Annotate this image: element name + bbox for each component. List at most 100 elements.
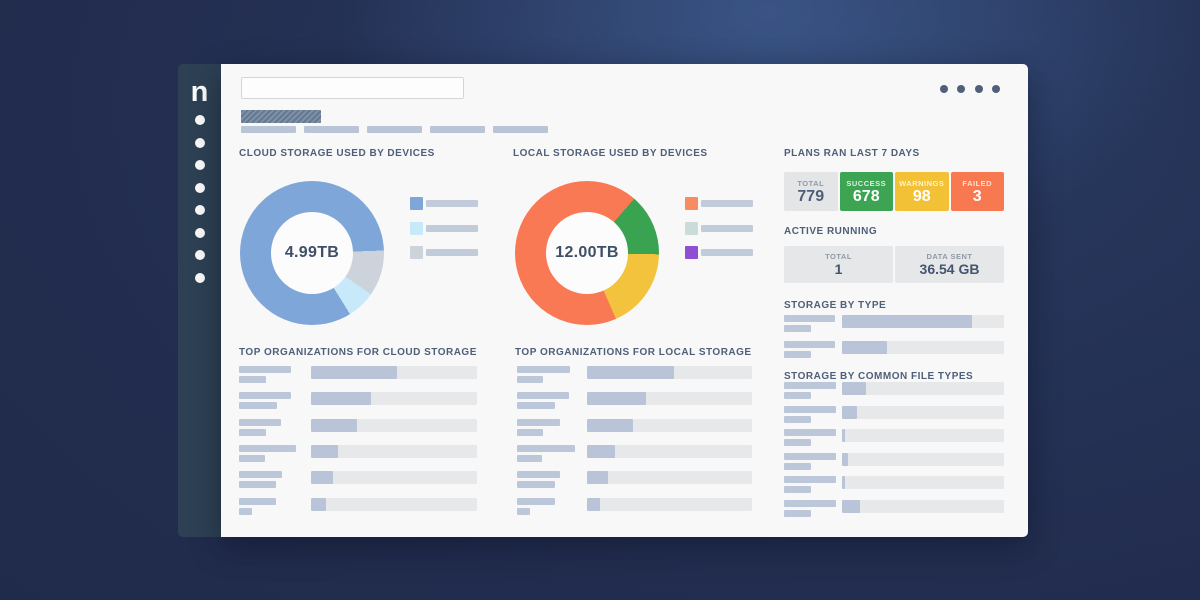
bar-row-4 xyxy=(239,444,477,464)
tab-5[interactable] xyxy=(493,126,548,133)
plans-stat-warnings[interactable]: WARNINGS 98 xyxy=(895,172,949,211)
bar-track xyxy=(587,418,752,432)
sidebar-nav-dot-7[interactable] xyxy=(194,250,205,260)
legend-label-placeholder xyxy=(701,224,753,232)
plans-stat-success[interactable]: SUCCESS 678 xyxy=(839,172,893,211)
legend-label-placeholder xyxy=(701,249,753,256)
sidebar: n xyxy=(178,64,221,537)
bar-track xyxy=(587,497,752,511)
data-sent-label: DATA SENT xyxy=(926,252,973,261)
legend-swatch-1 xyxy=(410,197,423,210)
bar-fill xyxy=(311,392,371,406)
bar-fill xyxy=(311,497,326,511)
tab-2[interactable] xyxy=(304,126,359,133)
row-sublabel-placeholder xyxy=(784,439,811,446)
menu-dot-1[interactable] xyxy=(939,85,948,93)
bar-row-1 xyxy=(517,366,752,385)
legend-label-placeholder xyxy=(426,200,478,207)
plans-stat-failed[interactable]: FAILED 3 xyxy=(950,172,1004,211)
menu-dot-3[interactable] xyxy=(974,85,983,93)
bar-track xyxy=(311,471,477,485)
legend-item-1 xyxy=(410,197,478,210)
bar-fill xyxy=(311,444,338,458)
active-total-cell: TOTAL 1 xyxy=(784,246,893,283)
bar-track xyxy=(311,366,477,379)
bar-track xyxy=(311,418,477,432)
bar-row-1 xyxy=(239,366,477,385)
row-label-placeholder xyxy=(784,429,836,436)
cloud-storage-section-title: CLOUD STORAGE USED BY DEVICES xyxy=(239,148,435,159)
plans-stat-value: 678 xyxy=(852,187,880,205)
row-label-placeholder xyxy=(784,476,836,483)
row-label-placeholder xyxy=(784,341,835,348)
data-sent-value: 36.54 GB xyxy=(919,261,980,277)
sidebar-nav-dot-2[interactable] xyxy=(194,137,205,148)
bar-fill xyxy=(587,366,675,379)
plans-stat-total[interactable]: TOTAL 779 xyxy=(784,172,838,211)
sidebar-nav-dot-4[interactable] xyxy=(194,182,205,193)
bar-row-4 xyxy=(517,444,752,464)
legend-label-placeholder xyxy=(426,249,478,256)
cloud-storage-total: 4.99TB xyxy=(284,244,340,261)
legend-swatch-1 xyxy=(685,197,698,210)
local-donut-hole: 12.00TB xyxy=(546,212,628,294)
legend-swatch-3 xyxy=(685,246,698,259)
row-label-placeholder xyxy=(784,452,836,460)
bar-track xyxy=(842,499,1004,513)
sidebar-nav-dot-6[interactable] xyxy=(194,227,205,238)
tab-1[interactable] xyxy=(241,126,296,133)
sidebar-nav-dot-5[interactable] xyxy=(194,205,205,215)
row-sublabel-placeholder xyxy=(517,481,555,489)
legend-swatch-2 xyxy=(685,221,698,235)
row-label-placeholder xyxy=(517,392,569,400)
bar-fill xyxy=(587,497,601,511)
row-label-placeholder xyxy=(239,471,282,479)
plans-stat-label: FAILED xyxy=(962,178,993,188)
row-sublabel-placeholder xyxy=(784,462,811,470)
bar-fill xyxy=(587,444,616,458)
row-sublabel-placeholder xyxy=(784,486,811,493)
bar-row-6 xyxy=(517,497,752,517)
bar-row-5 xyxy=(517,471,752,490)
row-sublabel-placeholder xyxy=(239,376,266,383)
legend-swatch-3 xyxy=(410,246,423,259)
active-running-title: ACTIVE RUNNING xyxy=(784,226,878,237)
bar-track xyxy=(842,315,1004,328)
bar-fill xyxy=(842,315,972,328)
plans-stat-label: WARNINGS xyxy=(899,178,945,188)
row-label-placeholder xyxy=(517,366,570,373)
storage-by-type-title: STORAGE BY TYPE xyxy=(784,300,887,311)
bar-track xyxy=(311,392,477,406)
row-sublabel-placeholder xyxy=(239,481,276,489)
bar-track xyxy=(587,392,752,406)
bar-row-5 xyxy=(239,471,477,490)
active-total-value: 1 xyxy=(834,261,843,277)
row-sublabel-placeholder xyxy=(784,392,811,399)
row-sublabel-placeholder xyxy=(517,454,542,462)
bar-track xyxy=(842,405,1004,419)
bar-row-4 xyxy=(784,452,1004,472)
menu-dot-4[interactable] xyxy=(992,85,1000,93)
sidebar-nav-dot-1[interactable] xyxy=(194,115,205,125)
orgs-cloud-chart xyxy=(239,366,477,524)
sidebar-nav-dot-8[interactable] xyxy=(194,272,205,283)
sidebar-nav-dot-3[interactable] xyxy=(194,160,205,170)
row-label-placeholder xyxy=(239,444,296,452)
search-input[interactable] xyxy=(241,77,464,99)
menu-dot-2[interactable] xyxy=(957,85,965,93)
row-label-placeholder xyxy=(239,497,276,505)
app-logo[interactable]: n xyxy=(190,76,209,108)
bar-fill xyxy=(311,418,358,432)
sidebar-nav xyxy=(178,115,221,283)
bar-fill xyxy=(587,392,647,406)
tab-4[interactable] xyxy=(430,126,485,133)
bar-track xyxy=(842,476,1004,489)
row-label-placeholder xyxy=(517,471,560,479)
tab-3[interactable] xyxy=(367,126,422,133)
tab-bar xyxy=(241,126,548,133)
dashboard-window: CLOUD STORAGE USED BY DEVICES 4.99TB LOC… xyxy=(221,64,1028,537)
bar-track xyxy=(311,444,477,458)
row-sublabel-placeholder xyxy=(784,351,811,358)
row-sublabel-placeholder xyxy=(517,507,530,515)
legend-label-placeholder xyxy=(426,224,478,232)
